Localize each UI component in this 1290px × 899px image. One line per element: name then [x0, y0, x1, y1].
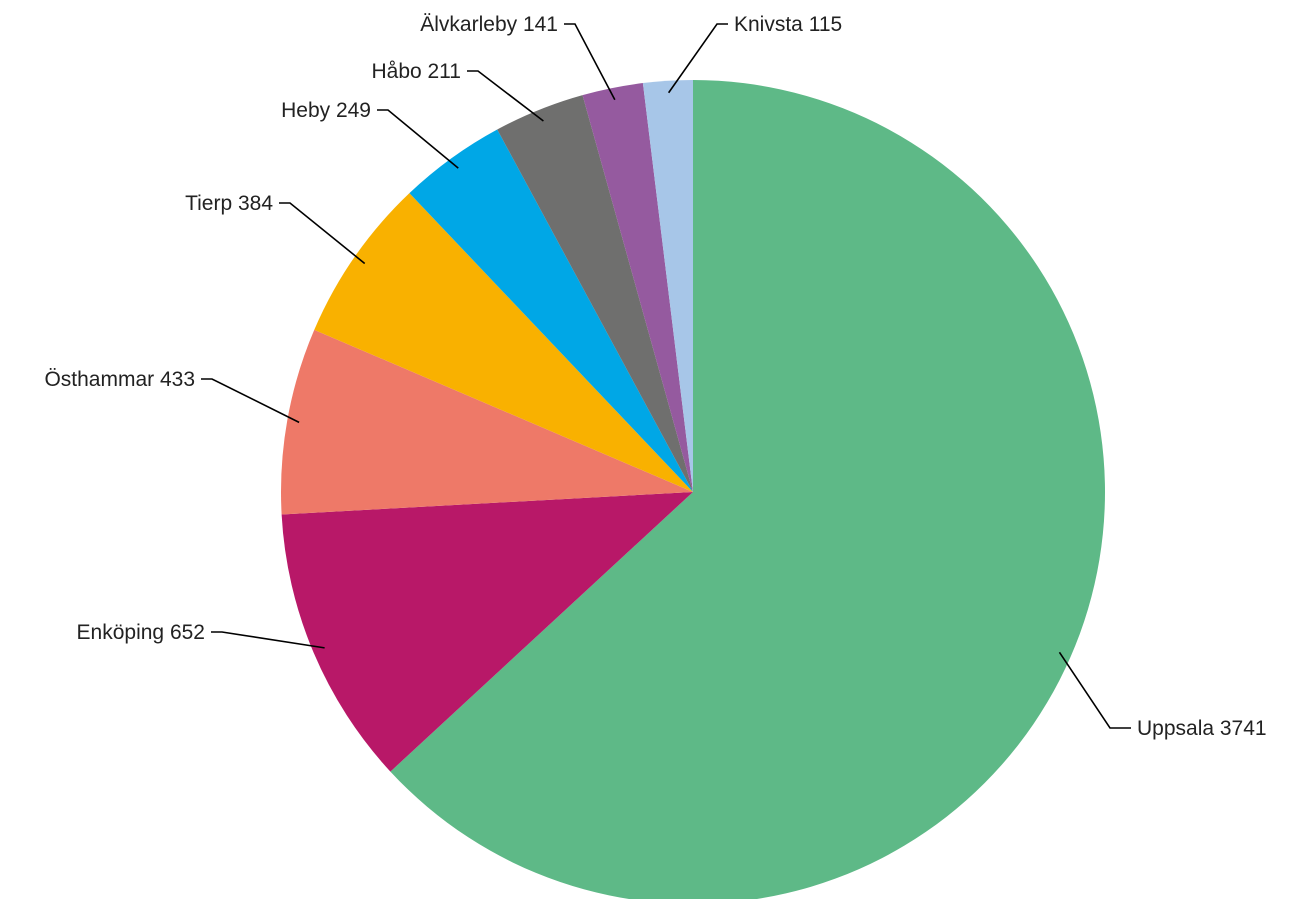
- pie-slice-uppsala: [390, 80, 1105, 899]
- pie-slice-tierp: [314, 193, 693, 492]
- slice-label-enköping: Enköping 652: [77, 621, 205, 644]
- leader-line-älvkarleby: [564, 23, 616, 101]
- leader-line-enköping: [211, 631, 325, 649]
- slice-labels: Uppsala 3741 Enköping 652 Östhammar 433 Tie…: [44, 13, 1266, 740]
- leader-line-heby: [377, 109, 459, 169]
- leader-line-knivsta: [667, 23, 728, 94]
- leader-lines: [201, 23, 1131, 729]
- pie-slice-älvkarleby: [582, 83, 693, 492]
- leader-line-håbo: [467, 70, 544, 122]
- slice-label-tierp: Tierp 384: [185, 192, 273, 215]
- pie-slices: [281, 80, 1105, 899]
- leader-line-tierp: [279, 202, 366, 265]
- pie-slice-heby: [409, 129, 693, 492]
- slice-label-håbo: Håbo 211: [371, 60, 461, 83]
- slice-label-älvkarleby: Älvkarleby 141: [420, 13, 558, 36]
- slice-label-heby: Heby 249: [281, 99, 371, 122]
- leader-line-östhammar: [201, 378, 300, 424]
- pie-slice-håbo: [497, 95, 693, 492]
- pie-slice-östhammar: [281, 329, 693, 515]
- slice-label-knivsta: Knivsta 115: [734, 13, 842, 36]
- leader-line-uppsala: [1058, 651, 1131, 729]
- slice-label-östhammar: Östhammar 433: [44, 368, 195, 391]
- slice-label-uppsala: Uppsala 3741: [1137, 717, 1267, 740]
- pie-slice-enköping: [281, 492, 693, 772]
- pie-slice-knivsta: [642, 80, 693, 492]
